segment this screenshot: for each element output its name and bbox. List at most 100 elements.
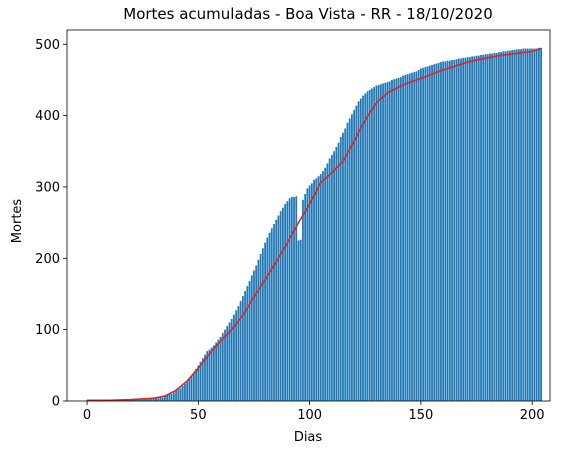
bar-69 [239,301,242,401]
bar-179 [484,54,487,401]
bar-72 [246,286,249,401]
bar-82 [268,232,271,401]
bar-89 [284,204,287,401]
bar-26 [144,398,146,401]
bar-164 [451,59,453,401]
bar-128 [371,88,373,401]
bar-162 [446,60,449,402]
bar-177 [480,54,482,401]
bar-46 [188,378,191,401]
bar-65 [230,318,233,401]
bar-145 [408,73,411,402]
bar-24 [139,399,142,401]
bar-110 [330,154,333,401]
bar-126 [366,91,369,402]
bar-40 [175,391,177,401]
x-tick-label-150: 150 [408,408,433,423]
bar-85 [275,219,278,401]
bar-58 [215,342,218,401]
bar-169 [462,57,465,401]
bar-202 [535,48,538,402]
bar-192 [513,49,516,401]
bar-172 [468,57,471,402]
x-axis-label: Dias [294,430,323,445]
bar-132 [379,84,382,401]
bar-39 [172,392,175,401]
bar-60 [219,336,222,401]
bar-184 [495,52,498,401]
bar-119 [351,114,353,401]
bar-87 [279,211,282,401]
bar-25 [141,398,144,401]
bar-155 [431,64,433,402]
bar-50 [197,365,200,401]
bar-107 [324,167,327,401]
bar-199 [529,48,531,402]
bar-30 [152,398,155,401]
bar-115 [342,132,344,402]
bar-76 [255,265,258,401]
bar-59 [217,339,220,401]
x-tick-label-100: 100 [297,408,322,423]
bar-28 [148,398,151,401]
bar-68 [237,306,240,401]
bar-131 [377,84,380,401]
bar-112 [335,147,338,401]
bar-175 [475,55,478,402]
bar-71 [244,291,246,401]
bar-98 [304,194,307,401]
bar-204 [540,47,542,402]
bar-166 [455,59,458,401]
bar-91 [288,198,291,401]
bar-191 [511,49,514,401]
y-tick-label-200: 200 [35,252,60,267]
bar-142 [402,75,404,401]
bar-170 [464,57,467,401]
bar-117 [346,122,349,401]
bar-161 [444,61,447,401]
bar-31 [155,398,157,401]
bar-185 [497,52,500,402]
bar-198 [526,48,529,402]
bar-100 [308,185,311,401]
bar-176 [477,55,480,402]
bar-61 [221,333,224,401]
bar-41 [177,389,180,401]
bar-22 [135,399,137,401]
bar-188 [504,51,507,402]
bar-43 [181,386,184,401]
bar-197 [524,48,527,402]
bar-37 [168,394,171,401]
bar-78 [259,254,262,401]
bar-35 [164,396,166,401]
bar-104 [317,176,320,401]
bar-127 [368,89,371,402]
bar-196 [522,48,525,402]
bar-92 [290,196,293,401]
bar-95 [297,240,300,401]
x-tick-label-0: 0 [83,408,91,423]
bar-181 [489,53,491,401]
bar-180 [486,54,489,401]
bar-147 [413,72,416,401]
bar-140 [397,77,400,402]
bar-88 [282,207,284,401]
bar-111 [333,151,335,401]
bar-67 [235,310,238,401]
bar-108 [326,163,329,401]
bar-148 [415,71,418,401]
bar-113 [337,142,340,402]
bar-80 [264,242,266,401]
bar-158 [437,62,440,401]
bar-55 [208,349,211,401]
chart-title: Mortes acumuladas - Boa Vista - RR - 18/… [123,5,493,23]
bar-183 [493,52,496,401]
bar-123 [359,98,362,402]
bar-21 [132,399,135,401]
bar-195 [520,49,522,401]
bar-116 [344,128,347,401]
bar-51 [199,361,202,401]
bar-203 [537,47,540,402]
bar-125 [364,93,367,401]
